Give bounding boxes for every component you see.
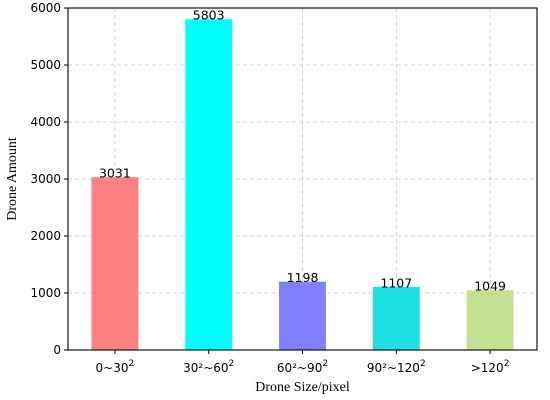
bar-value-label: 1107 xyxy=(380,275,412,290)
x-tick-label: >1202 xyxy=(471,359,510,375)
bar-value-label: 1198 xyxy=(287,270,319,285)
x-tick-label-base: 0~30 xyxy=(96,361,129,375)
bar xyxy=(91,177,139,350)
x-tick-label: 60²~902 xyxy=(277,359,328,375)
y-axis-ticks: 0 1000 2000 3000 4000 5000 6000 xyxy=(30,1,68,357)
x-tick-label-exponent: 2 xyxy=(420,359,426,369)
x-axis-title: Drone Size/pixel xyxy=(255,380,350,395)
y-tick-label: 0 xyxy=(53,343,61,357)
x-tick-label: 30²~602 xyxy=(183,359,234,375)
x-tick-label: 90²~1202 xyxy=(367,359,426,375)
y-tick-label: 6000 xyxy=(30,1,61,15)
x-tick-label-base: 30²~60 xyxy=(183,361,228,375)
data-labels: 3031 5803 1198 1107 1049 xyxy=(99,8,506,294)
bar xyxy=(279,281,326,350)
x-tick-label-exponent: 2 xyxy=(322,359,328,369)
x-tick-label-base: 90²~120 xyxy=(367,361,420,375)
bar-value-label: 5803 xyxy=(193,8,225,23)
bar xyxy=(466,290,514,350)
bars xyxy=(91,19,514,350)
x-tick-label: 0~302 xyxy=(96,359,135,375)
y-tick-label: 3000 xyxy=(30,172,61,186)
bar-value-label: 1049 xyxy=(474,279,506,294)
y-tick-label: 5000 xyxy=(30,58,61,72)
x-tick-label-exponent: 2 xyxy=(129,359,135,369)
bar-value-label: 3031 xyxy=(99,166,131,181)
bar xyxy=(185,19,233,350)
x-tick-label-base: 60²~90 xyxy=(277,361,322,375)
y-axis-title: Drone Amount xyxy=(5,137,20,221)
y-tick-label: 4000 xyxy=(30,115,61,129)
x-axis-ticks: 0~302 30²~602 60²~902 90²~1202 >1202 xyxy=(96,350,510,375)
y-tick-label: 1000 xyxy=(30,286,61,300)
y-tick-label: 2000 xyxy=(30,229,61,243)
bar xyxy=(372,286,420,350)
x-tick-label-exponent: 2 xyxy=(504,359,510,369)
x-tick-label-base: >120 xyxy=(471,361,504,375)
x-tick-label-exponent: 2 xyxy=(229,359,235,369)
